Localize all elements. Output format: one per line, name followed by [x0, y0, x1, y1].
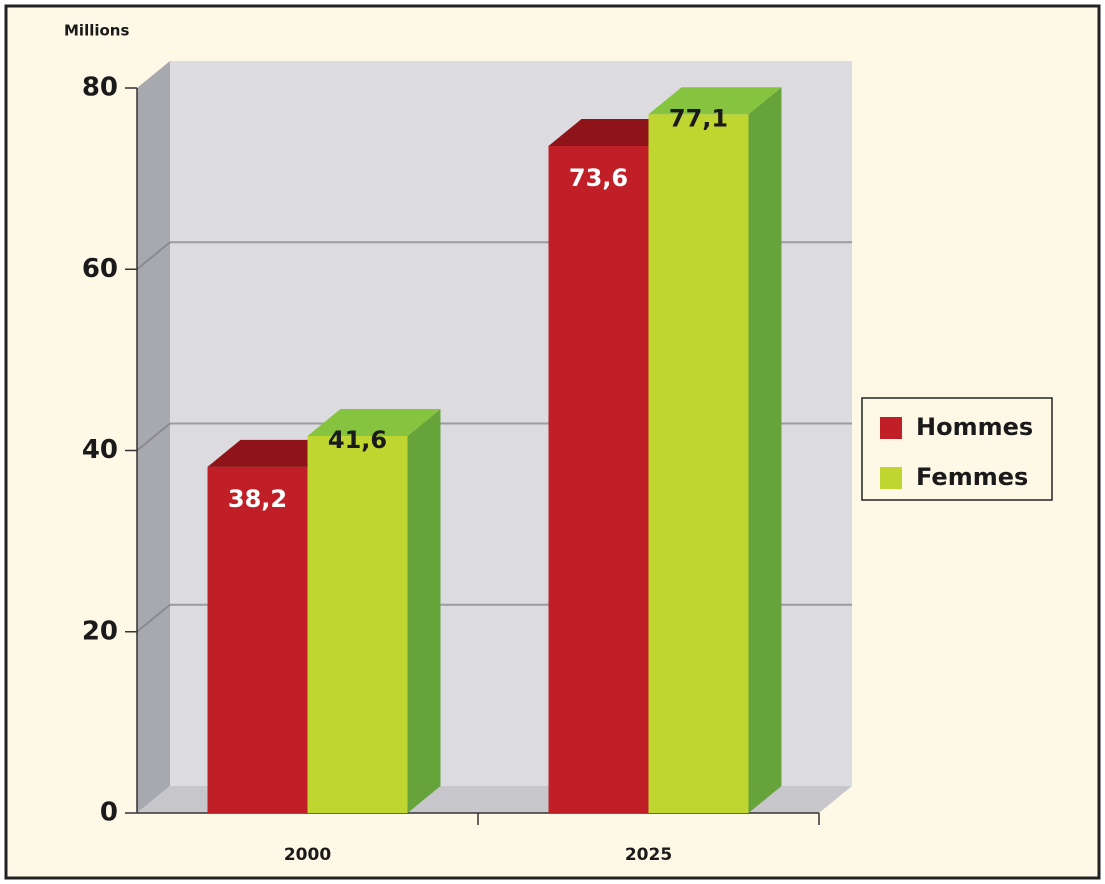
- legend-label: Hommes: [916, 413, 1033, 441]
- x-tick-label: 2000: [284, 845, 331, 865]
- y-tick-label: 40: [82, 435, 118, 465]
- bar: [548, 146, 649, 813]
- grid-line: [136, 241, 171, 271]
- grid-line: [136, 422, 171, 452]
- y-tick-label: 20: [82, 616, 118, 646]
- bar: [648, 114, 749, 813]
- bar-top: [648, 87, 782, 115]
- legend-box: [861, 397, 1053, 501]
- bar: [207, 466, 308, 813]
- bar: [307, 436, 408, 813]
- bar-side: [407, 409, 441, 813]
- data-label: 77,1: [669, 104, 728, 132]
- bar-top: [207, 439, 341, 467]
- data-label: 73,6: [569, 164, 628, 192]
- data-label: 41,6: [328, 426, 387, 454]
- x-tick-label: 2025: [625, 845, 672, 865]
- legend-swatch: [880, 417, 902, 439]
- grid-line: [136, 603, 171, 633]
- bar-top: [307, 409, 441, 436]
- bar-side: [748, 87, 782, 813]
- y-tick-label: 0: [100, 798, 118, 828]
- legend-label: Femmes: [916, 463, 1028, 491]
- bar-top: [548, 119, 682, 146]
- y-tick-label: 80: [82, 73, 118, 103]
- y-tick-label: 60: [82, 254, 118, 284]
- y-axis-label: Millions: [64, 22, 129, 40]
- legend-swatch: [880, 467, 902, 489]
- data-label: 38,2: [228, 485, 287, 513]
